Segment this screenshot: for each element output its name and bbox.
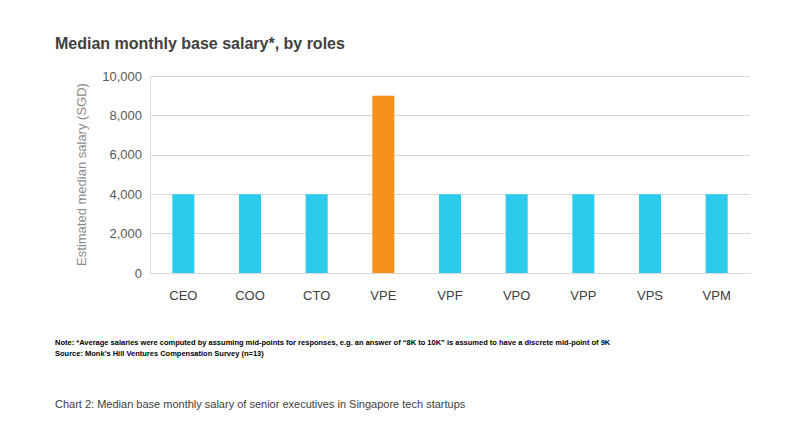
svg-text:CEO: CEO	[169, 288, 197, 303]
svg-text:10,000: 10,000	[102, 69, 142, 84]
svg-text:Median monthly base salary*, b: Median monthly base salary*, by roles	[55, 35, 345, 52]
svg-text:6,000: 6,000	[109, 147, 142, 162]
svg-text:VPO: VPO	[503, 288, 530, 303]
svg-text:VPP: VPP	[570, 288, 596, 303]
svg-text:0: 0	[135, 266, 142, 281]
svg-text:Note: *Average salaries were c: Note: *Average salaries were computed by…	[55, 338, 611, 347]
svg-text:CTO: CTO	[303, 288, 330, 303]
svg-text:8,000: 8,000	[109, 108, 142, 123]
svg-text:Estimated median salary (SGD): Estimated median salary (SGD)	[74, 83, 89, 266]
svg-text:VPS: VPS	[637, 288, 663, 303]
svg-text:VPE: VPE	[370, 288, 396, 303]
svg-text:COO: COO	[235, 288, 265, 303]
svg-text:Chart 2: Median base monthly s: Chart 2: Median base monthly salary of s…	[55, 398, 466, 410]
svg-text:4,000: 4,000	[109, 187, 142, 202]
svg-text:VPM: VPM	[703, 288, 731, 303]
svg-text:Source: Monk’s Hill Ventures C: Source: Monk’s Hill Ventures Compensatio…	[55, 349, 264, 358]
svg-text:VPF: VPF	[437, 288, 462, 303]
svg-text:2,000: 2,000	[109, 226, 142, 241]
